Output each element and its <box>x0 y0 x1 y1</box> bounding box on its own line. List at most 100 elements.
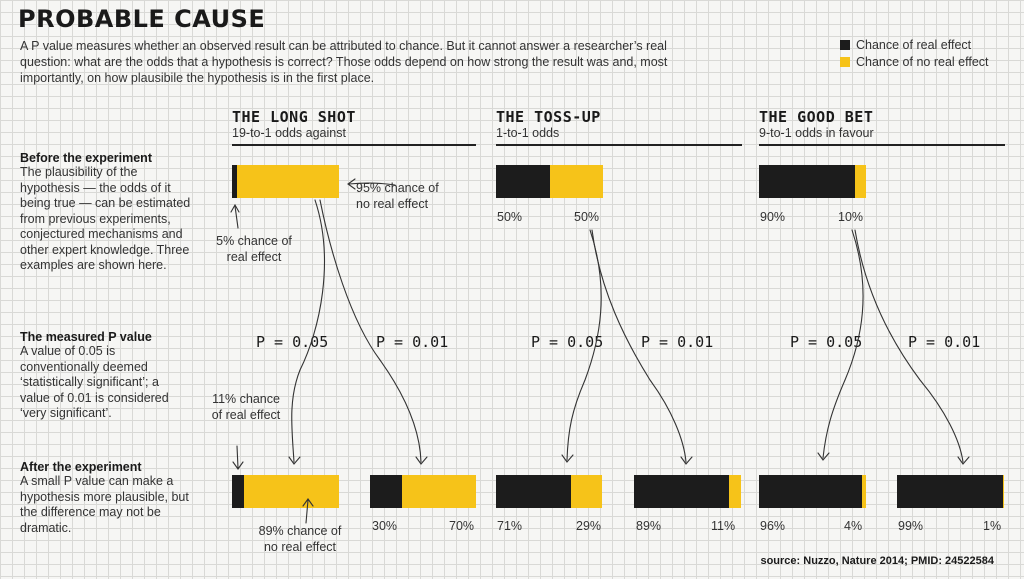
bar-segment-real <box>232 475 244 508</box>
connector-goodbet-p01 <box>854 229 964 463</box>
arrowhead-goodbet-p05 <box>817 452 830 461</box>
bar-goodbet-prior <box>759 165 866 198</box>
page-title: PROBABLE CAUSE <box>18 5 266 33</box>
label-goodbet-p01-real: 99% <box>898 519 924 533</box>
label-longshot-p01-none: 70% <box>449 519 475 533</box>
column-rule <box>232 144 476 146</box>
section-heading: The measured P value <box>20 330 152 344</box>
pvalue-goodbet-01: P = 0.01 <box>908 333 981 351</box>
arrowhead-longshot-p05-none <box>302 498 314 507</box>
arrow-longshot-prior-real <box>234 205 239 229</box>
section-measured: The measured P value A value of 0.05 is … <box>20 330 192 422</box>
column-header-longshot: THE LONG SHOT 19-to-1 odds against <box>232 108 476 146</box>
legend-swatch-none <box>840 57 850 67</box>
section-after: After the experiment A small P value can… <box>20 460 200 536</box>
bar-goodbet-p01 <box>897 475 1004 508</box>
section-body: A value of 0.05 is conventionally deemed… <box>20 344 169 420</box>
label-tossup-p05-none: 29% <box>576 519 602 533</box>
bar-tossup-p01 <box>634 475 741 508</box>
label-goodbet-p01-none: 1% <box>983 519 1002 533</box>
column-subtitle: 19-to-1 odds against <box>232 126 346 140</box>
arrow-longshot-p05-real <box>236 445 239 469</box>
legend-label-real: Chance of real effect <box>856 38 972 52</box>
pvalue-longshot-01: P = 0.01 <box>376 333 449 351</box>
label-tossup-prior-none: 50% <box>574 210 600 224</box>
bar-segment-real <box>232 165 238 198</box>
label-tossup-p01-real: 89% <box>636 519 662 533</box>
legend-item-none: Chance of no real effect <box>840 55 989 69</box>
arrow-longshot-prior-none <box>348 182 396 186</box>
annotation-longshot-prior-none: 95% chance of no real effect <box>356 181 439 211</box>
label-goodbet-prior-none: 10% <box>838 210 864 224</box>
label-goodbet-p05-real: 96% <box>760 519 786 533</box>
arrowhead-longshot-p05 <box>288 456 301 465</box>
connector-longshot-p05 <box>291 199 325 463</box>
bar-tossup-p05 <box>496 475 602 508</box>
bar-longshot-prior <box>232 165 339 198</box>
connector-tossup-p01 <box>591 229 687 463</box>
intro-text: A P value measures whether an observed r… <box>20 39 668 85</box>
section-before: Before the experiment The plausibility o… <box>20 151 200 274</box>
label-tossup-p01-none: 11% <box>711 519 736 533</box>
bar-segment-none <box>237 165 339 198</box>
legend-label-none: Chance of no real effect <box>856 55 989 69</box>
bar-tossup-prior <box>496 165 603 198</box>
bar-segment-none <box>549 165 603 198</box>
legend: Chance of real effect Chance of no real … <box>840 38 989 69</box>
arrowhead-tossup-p01 <box>680 456 693 465</box>
connector-tossup-p05 <box>566 229 602 461</box>
bar-longshot-p01 <box>370 475 476 508</box>
arrow-longshot-p05-none <box>305 499 309 524</box>
bar-segment-real <box>496 475 572 508</box>
column-subtitle: 1-to-1 odds <box>496 126 560 140</box>
bar-segment-none <box>861 475 866 508</box>
annotation-longshot-p05-none: 89% chance of no real effect <box>258 524 342 554</box>
pvalue-tossup-05: P = 0.05 <box>531 333 604 351</box>
bar-segment-none <box>729 475 741 508</box>
bar-segment-none <box>401 475 476 508</box>
column-title: THE TOSS-UP <box>496 108 601 126</box>
connector-goodbet-p05 <box>822 229 864 459</box>
label-goodbet-prior-real: 90% <box>760 210 786 224</box>
column-subtitle: 9-to-1 odds in favour <box>759 126 874 140</box>
label-tossup-prior-real: 50% <box>497 210 523 224</box>
connector-longshot-p01 <box>319 199 422 463</box>
pvalue-goodbet-05: P = 0.05 <box>790 333 863 351</box>
column-rule <box>496 144 742 146</box>
bar-segment-none <box>571 475 602 508</box>
column-title: THE GOOD BET <box>759 108 874 126</box>
bar-segment-none <box>1002 475 1004 508</box>
label-goodbet-p05-none: 4% <box>844 519 863 533</box>
source-credit: source: Nuzzo, Nature 2014; PMID: 245225… <box>760 555 994 567</box>
arrowhead-longshot-p01 <box>415 456 428 465</box>
arrowhead-goodbet-p01 <box>957 456 970 465</box>
bar-longshot-p05 <box>232 475 339 508</box>
arrowhead-longshot-prior-real <box>230 203 240 213</box>
section-heading: After the experiment <box>20 460 142 474</box>
bar-segment-real <box>759 165 856 198</box>
bar-segment-none <box>243 475 339 508</box>
column-header-tossup: THE TOSS-UP 1-to-1 odds <box>496 108 742 146</box>
arrowhead-longshot-prior-none <box>347 178 356 190</box>
annotation-longshot-p05-real: 11% chance of real effect <box>211 392 281 422</box>
arrowhead-tossup-p05 <box>561 454 574 463</box>
pvalue-tossup-01: P = 0.01 <box>641 333 714 351</box>
bar-segment-real <box>370 475 402 508</box>
arrowhead-longshot-p05-real <box>232 461 244 470</box>
label-tossup-p05-real: 71% <box>497 519 523 533</box>
legend-item-real: Chance of real effect <box>840 38 989 52</box>
bar-segment-none <box>855 165 866 198</box>
legend-swatch-real <box>840 40 850 50</box>
section-body: The plausibility of the hypothesis — the… <box>20 165 191 272</box>
label-longshot-p01-real: 30% <box>372 519 398 533</box>
bar-segment-real <box>759 475 862 508</box>
section-heading: Before the experiment <box>20 151 152 165</box>
bar-segment-real <box>634 475 730 508</box>
bar-segment-real <box>496 165 550 198</box>
column-header-goodbet: THE GOOD BET 9-to-1 odds in favour <box>759 108 1005 146</box>
column-title: THE LONG SHOT <box>232 108 356 126</box>
bar-goodbet-p05 <box>759 475 866 508</box>
bar-segment-real <box>897 475 1003 508</box>
column-rule <box>759 144 1005 146</box>
